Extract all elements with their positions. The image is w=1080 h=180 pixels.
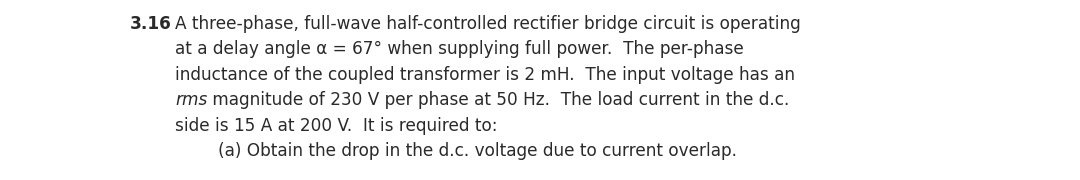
Text: 3.16: 3.16	[130, 15, 172, 33]
Text: magnitude of 230 V per phase at 50 Hz.  The load current in the d.c.: magnitude of 230 V per phase at 50 Hz. T…	[207, 91, 789, 109]
Text: side is 15 A at 200 V.  It is required to:: side is 15 A at 200 V. It is required to…	[175, 117, 498, 135]
Text: A three-phase, full-wave half-controlled rectifier bridge circuit is operating: A three-phase, full-wave half-controlled…	[175, 15, 800, 33]
Text: (a) Obtain the drop in the d.c. voltage due to current overlap.: (a) Obtain the drop in the d.c. voltage …	[175, 143, 737, 161]
Text: rms: rms	[175, 91, 207, 109]
Text: inductance of the coupled transformer is 2 mH.  The input voltage has an: inductance of the coupled transformer is…	[175, 66, 795, 84]
Text: at a delay angle α = 67° when supplying full power.  The per-phase: at a delay angle α = 67° when supplying …	[175, 40, 744, 58]
